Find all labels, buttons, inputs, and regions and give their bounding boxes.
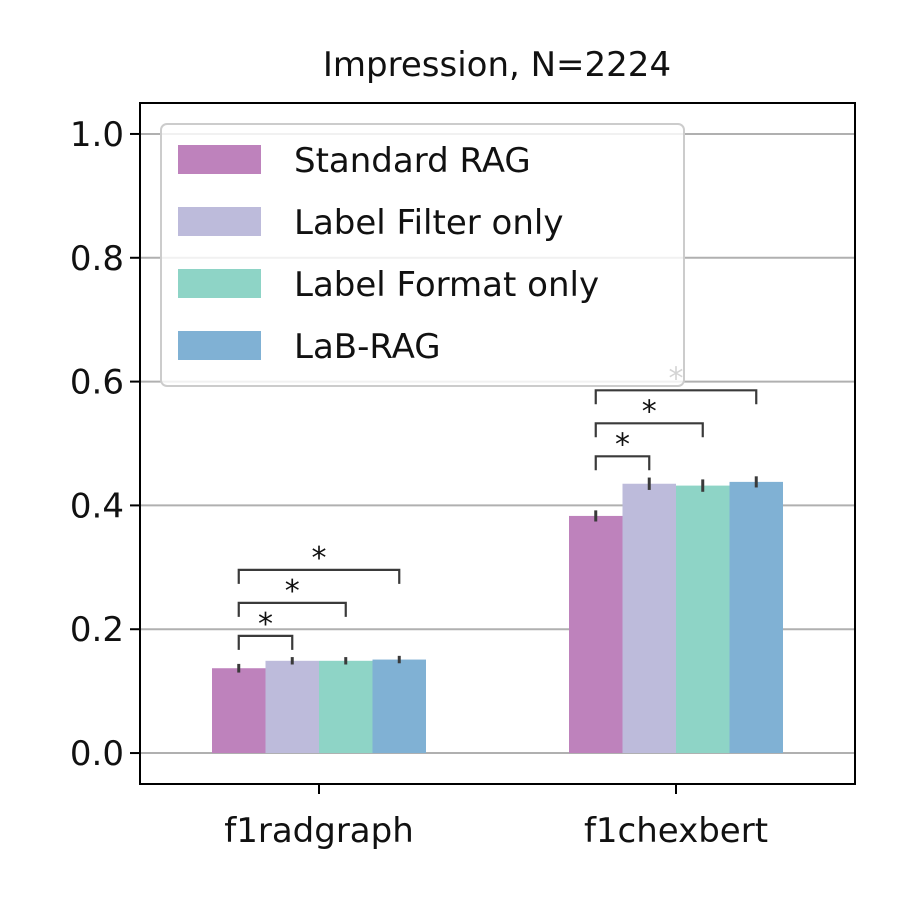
- significance-bracket: [594, 455, 651, 471]
- legend-label: LaB-RAG: [294, 327, 441, 367]
- bar: [265, 660, 319, 754]
- y-tick-label: 0.2: [70, 610, 124, 650]
- significance-star: *: [615, 427, 630, 462]
- bar: [372, 659, 426, 754]
- y-tick-label: 0.8: [70, 239, 124, 279]
- bar: [212, 668, 266, 754]
- y-tick-label: 1.0: [70, 115, 124, 155]
- legend-swatch: [178, 269, 261, 298]
- legend-box: [160, 123, 685, 387]
- legend: Standard RAG Label Filter only Label Forma…: [160, 123, 685, 387]
- y-tick-label: 0.0: [70, 734, 124, 774]
- legend-label: Label Format only: [294, 265, 599, 305]
- y-axis: 0.0 0.2 0.4 0.6 0.8 1.0: [70, 115, 140, 774]
- significance-bracket: [237, 568, 401, 584]
- plot-frame: [139, 102, 856, 785]
- significance-bracket: [237, 634, 294, 650]
- bars: [212, 476, 783, 754]
- significance-bracket: [594, 389, 758, 405]
- bar: [729, 481, 783, 754]
- legend-swatch: [178, 145, 261, 174]
- chart-title: Impression, N=2224: [323, 45, 671, 85]
- legend-label: Label Filter only: [294, 203, 563, 243]
- bar: [622, 483, 676, 754]
- significance-bracket: [237, 601, 347, 617]
- y-tick-label: 0.6: [70, 363, 124, 403]
- legend-label: Standard RAG: [294, 141, 531, 181]
- significance-star: *: [312, 541, 327, 576]
- legend-swatch: [178, 331, 261, 360]
- x-axis: f1radgraph f1chexbert: [224, 784, 768, 851]
- legend-swatch: [178, 207, 261, 236]
- bar: [569, 515, 623, 754]
- significance-star: *: [642, 394, 657, 429]
- significance-star: *: [285, 574, 300, 609]
- significance-star: *: [258, 607, 273, 642]
- significance-bracket: [594, 422, 704, 438]
- bar: [319, 660, 373, 754]
- x-tick-label: f1radgraph: [224, 811, 414, 851]
- y-tick-label: 0.4: [70, 486, 124, 526]
- x-tick-label: f1chexbert: [584, 811, 768, 851]
- bar: [676, 485, 730, 754]
